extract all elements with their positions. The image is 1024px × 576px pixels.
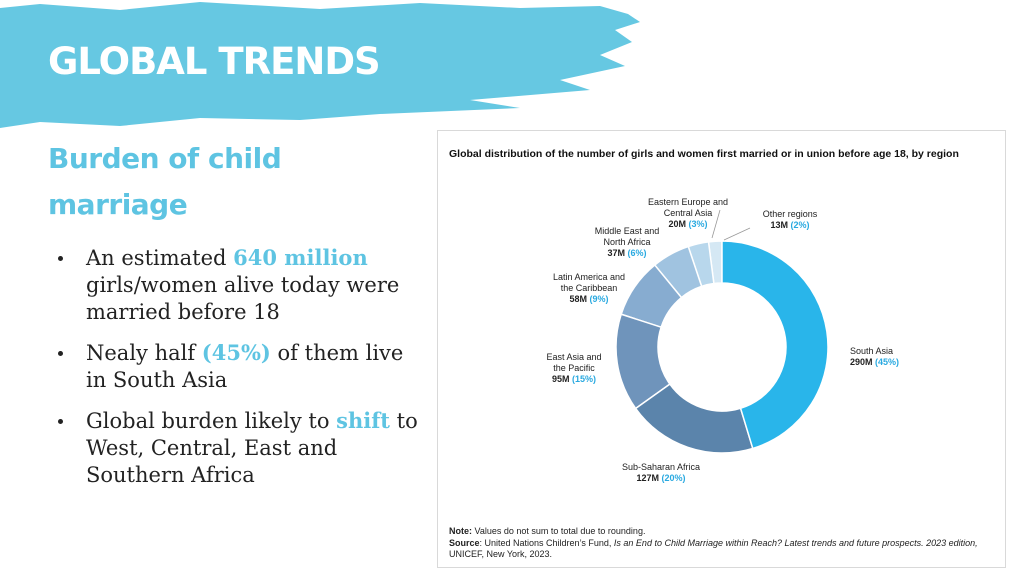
bullet-text: Nealy half (86, 341, 202, 365)
bullet-text: An estimated (86, 246, 234, 270)
donut-slice (687, 241, 715, 288)
value-label: 37M (607, 248, 625, 258)
chart-panel (437, 130, 1006, 568)
leader-line (723, 227, 751, 241)
bullet: Nealy half (45%) of them live in South A… (56, 339, 426, 394)
value-label: 290M (850, 357, 873, 367)
percent-label: (20%) (661, 473, 686, 483)
value-label: 127M (636, 473, 659, 483)
source-text: : United Nations Children’s Fund, (479, 537, 614, 548)
category-label: Sub-Saharan Africa (621, 462, 701, 472)
category-label: Other regions (762, 209, 818, 219)
percent-label: (45%) (875, 357, 900, 367)
slice-label: South Asia 290M (45%) (850, 346, 899, 368)
subtitle: Burden of child marriage (48, 142, 282, 221)
slice-label: Sub-Saharan Africa 127M (20%) (622, 462, 700, 484)
value-label: 95M (551, 374, 570, 384)
bullet-text: Global burden likely to (86, 409, 337, 433)
percent-label: (15%) (572, 374, 597, 384)
donut-slice (721, 240, 829, 450)
brush-stroke (0, 2, 640, 128)
category-label: Eastern Europe and Central Asia (647, 197, 729, 218)
slice-label: Other regions 13M (2%) (763, 209, 818, 231)
percent-label: (9%) (589, 294, 609, 304)
highlight: shift (336, 408, 390, 433)
category-label: East Asia and the Pacific (546, 352, 602, 373)
donut-slice (653, 245, 703, 299)
chart-note: Note: Values do not sum to total due to … (449, 526, 989, 561)
value-label: 20M (668, 219, 686, 229)
source-text: UNICEF, New York, 2023. (449, 549, 553, 559)
percent-label: (6%) (627, 248, 647, 258)
bullet: An estimated 640 million girls/women ali… (56, 244, 426, 326)
slice-label: Latin America and the Caribbean 58M (9%) (553, 272, 625, 305)
bullet: Global burden likely to shift to West, C… (56, 407, 426, 489)
value-label: 58M (569, 294, 587, 304)
slice-label: Eastern Europe and Central Asia 20M (3%) (648, 197, 728, 230)
value-label: 13M (770, 220, 788, 230)
donut-slice (620, 264, 683, 329)
slide-title: GLOBAL TRENDS (48, 40, 381, 83)
note-text: Values do not sum to total due to roundi… (472, 526, 646, 536)
highlight: 640 million (233, 245, 368, 270)
slice-label: Middle East and North Africa 37M (6%) (595, 226, 660, 259)
leader-line (711, 209, 721, 239)
bullet-text: to West, Central, East and Southern Afri… (86, 409, 418, 487)
slice-label: East Asia and the Pacific 95M (15%) (546, 352, 601, 385)
chart-title: Global distribution of the number of gir… (449, 148, 959, 160)
banner (0, 2, 640, 128)
bullet-text: of them live in South Asia (86, 341, 404, 392)
note-label: Note: (449, 526, 472, 536)
category-label: Latin America and the Caribbean (552, 272, 626, 293)
donut-slice (634, 383, 754, 454)
highlight: (45%) (201, 340, 271, 365)
category-label: Middle East and North Africa (594, 226, 660, 247)
source-text: Is an End to Child Marriage within Reach… (613, 537, 978, 548)
percent-label: (3%) (688, 219, 708, 229)
category-label: South Asia (850, 346, 894, 356)
source-label: Source (449, 537, 480, 548)
donut-slice (615, 313, 671, 410)
bullet-text: girls/women alive today were married bef… (86, 273, 400, 324)
bullet-list: An estimated 640 million girls/women ali… (56, 244, 426, 502)
percent-label: (2%) (790, 220, 810, 230)
